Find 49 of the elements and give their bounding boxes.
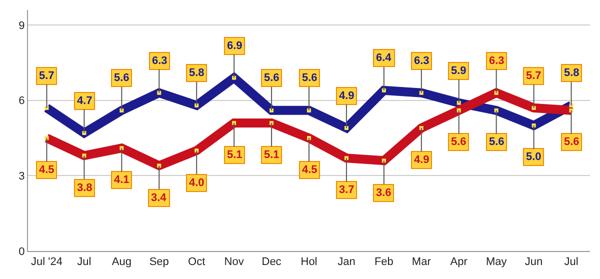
- data-label: 5.7: [526, 70, 542, 82]
- data-label: 4.1: [114, 174, 130, 186]
- data-label: 5.8: [189, 67, 204, 79]
- x-tick-label: Jan: [338, 256, 356, 268]
- y-tick-label: 3: [18, 170, 25, 183]
- data-label: 6.9: [227, 40, 242, 52]
- x-tick-label: Mar: [412, 256, 432, 268]
- data-label: 5.0: [526, 151, 542, 163]
- data-label: 5.1: [227, 149, 242, 161]
- data-label: 4.0: [189, 177, 204, 189]
- x-tick-label: May: [486, 256, 508, 268]
- x-tick-label: Apr: [450, 256, 468, 268]
- data-label: 6.4: [376, 52, 392, 64]
- data-label: 5.9: [451, 65, 466, 77]
- x-tick-label: Nov: [224, 256, 244, 268]
- data-label: 4.9: [414, 154, 430, 166]
- data-label: 5.6: [564, 136, 580, 148]
- data-label: 4.5: [302, 164, 318, 176]
- data-label: 6.3: [489, 55, 504, 67]
- y-tick-label: 6: [18, 95, 25, 108]
- y-tick-label: 0: [18, 246, 25, 258]
- data-label: 3.4: [151, 192, 168, 204]
- x-tick-label: Sep: [149, 256, 169, 268]
- x-tick-label: Jul: [77, 256, 92, 268]
- data-label: 3.8: [77, 182, 92, 194]
- x-tick-label: Jul '24: [31, 256, 62, 268]
- x-tick-label: Dec: [262, 256, 282, 268]
- data-label: 3.6: [376, 187, 392, 199]
- x-tick-label: Jun: [524, 256, 543, 268]
- data-label: 4.5: [39, 164, 54, 176]
- data-label: 5.6: [264, 72, 280, 84]
- data-label: 5.7: [39, 70, 54, 82]
- y-tick-label: 9: [18, 20, 25, 32]
- data-label: 5.6: [114, 72, 130, 84]
- data-label: 3.7: [339, 184, 354, 196]
- x-tick-label: Aug: [112, 256, 132, 268]
- x-tick-label: Hol: [300, 256, 318, 268]
- data-label: 5.6: [451, 136, 466, 148]
- data-label: 5.1: [264, 149, 280, 161]
- x-tick-label: Feb: [374, 256, 394, 268]
- x-tick-label: Jul: [564, 256, 578, 268]
- data-label: 4.9: [339, 90, 354, 102]
- data-label: 5.6: [302, 72, 318, 84]
- x-tick-label: Oct: [188, 256, 206, 268]
- data-label: 5.6: [489, 136, 504, 148]
- data-label: 5.8: [564, 67, 580, 79]
- data-label: 6.3: [414, 55, 430, 67]
- data-label: 4.7: [77, 95, 92, 107]
- data-label: 6.3: [152, 55, 168, 67]
